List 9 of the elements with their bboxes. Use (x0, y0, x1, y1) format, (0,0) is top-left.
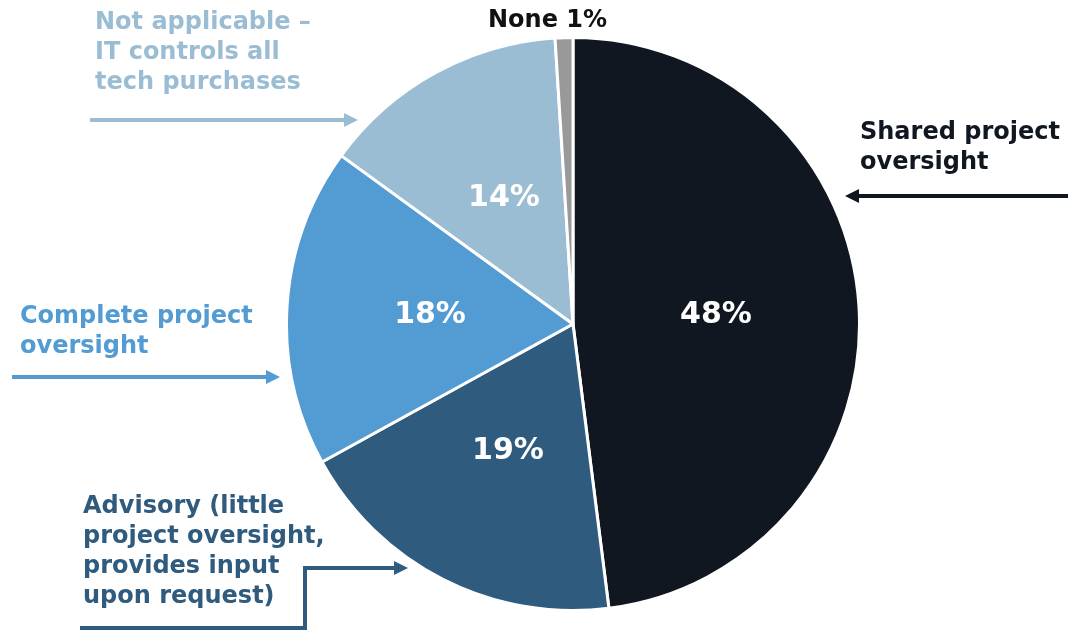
data-label: 19% (472, 431, 544, 467)
slice-label: Shared project oversight (860, 116, 1061, 176)
slice-label: Advisory (little project oversight, provides input upon request) (83, 490, 326, 610)
data-label: 48% (680, 294, 752, 330)
slice-label: Not applicable – IT controls all tech purchases (95, 6, 312, 96)
slice-label: Complete project oversight (20, 300, 254, 360)
slice-label: None 1% (488, 4, 609, 34)
data-label: 14% (468, 178, 540, 214)
data-label: 18% (394, 294, 466, 330)
